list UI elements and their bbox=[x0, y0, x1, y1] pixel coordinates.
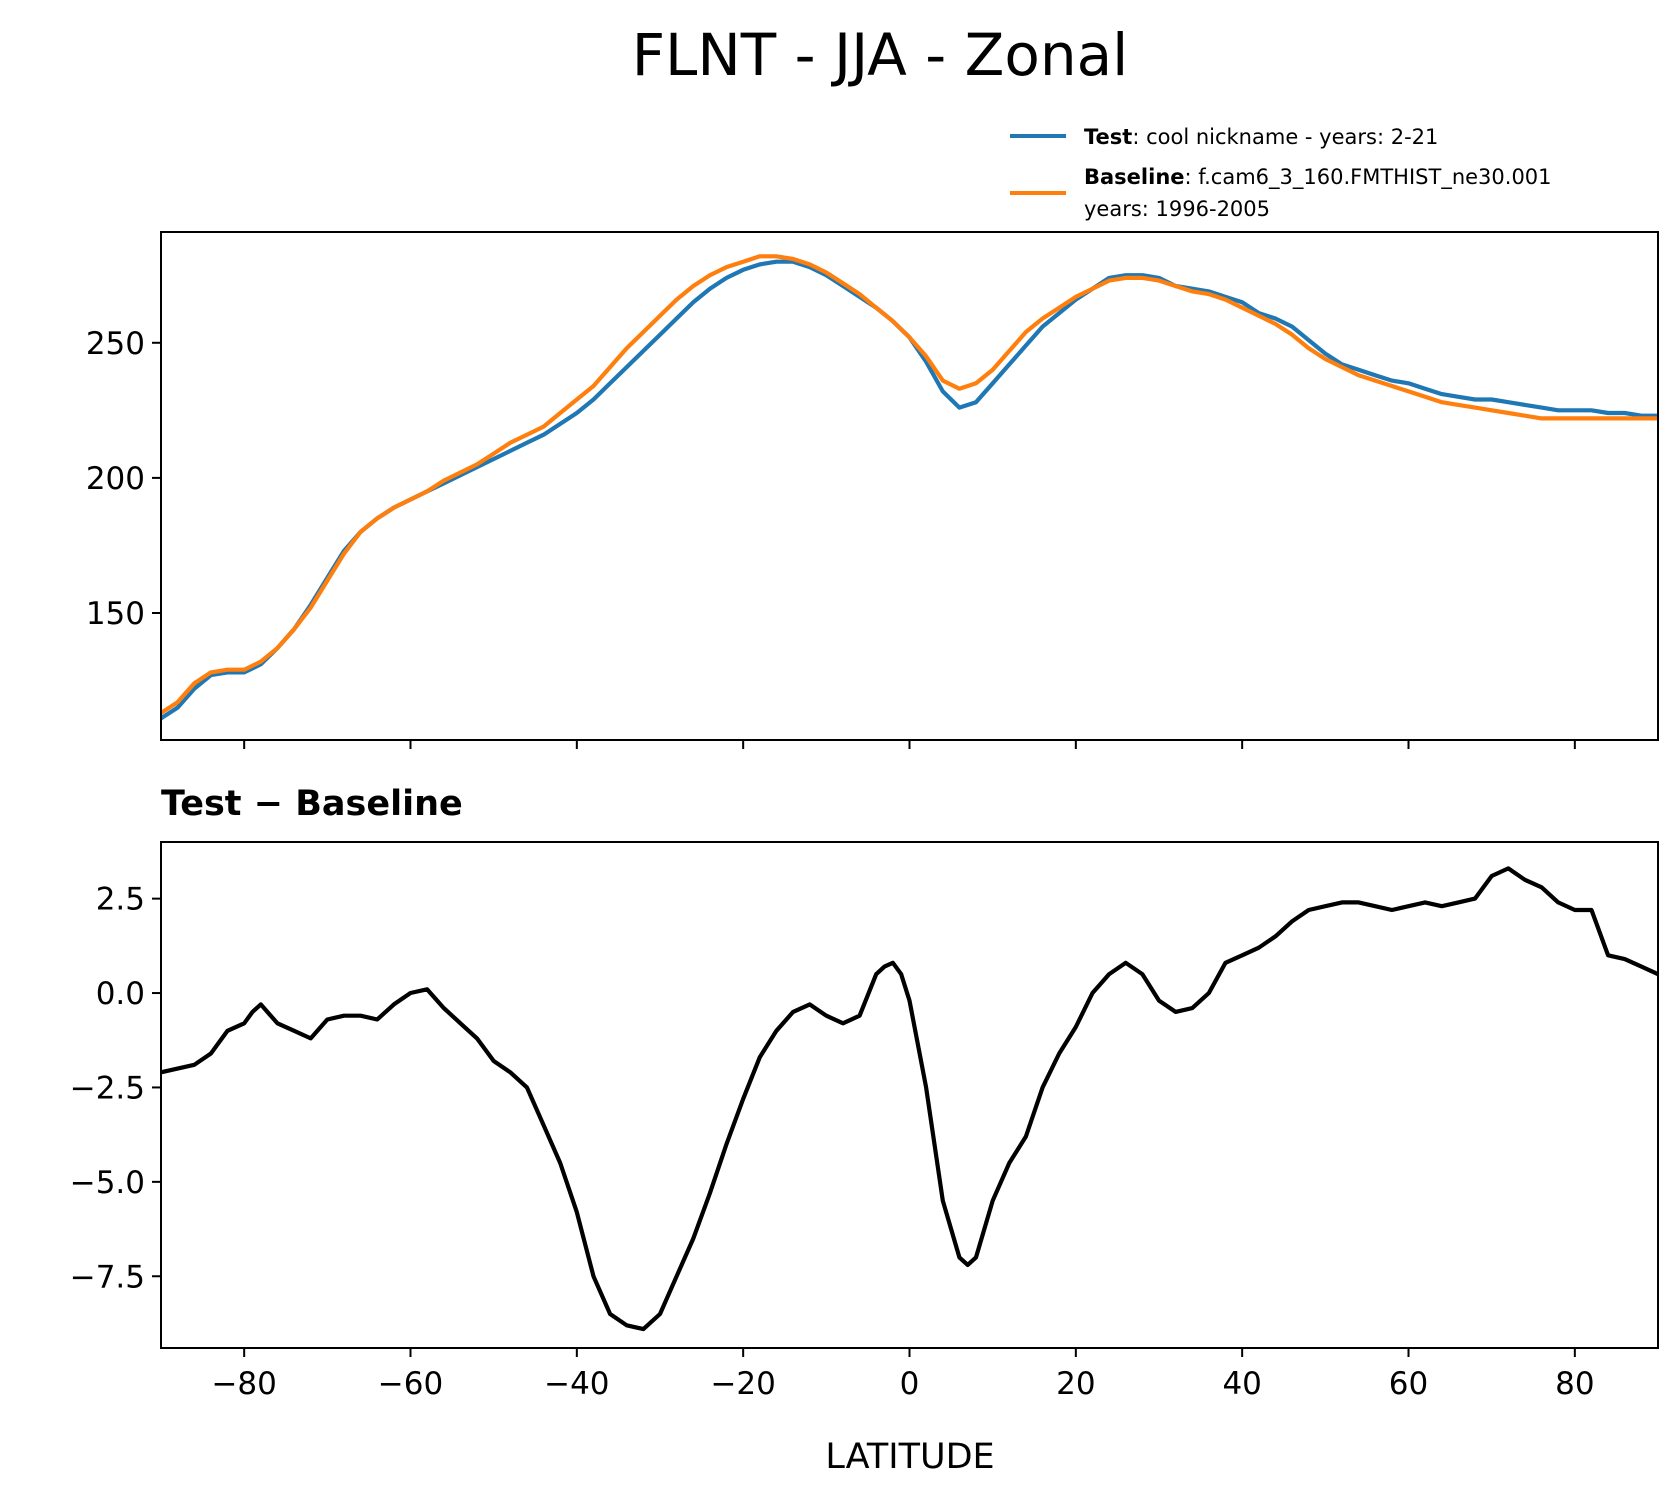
legend-baseline-text-2: years: 1996-2005 bbox=[1084, 197, 1270, 221]
y-tick-label: −5.0 bbox=[70, 1165, 145, 1201]
x-axis-label: LATITUDE bbox=[825, 1437, 994, 1477]
baseline-line bbox=[161, 254, 1658, 715]
legend-test-label: Test bbox=[1084, 125, 1132, 149]
axes-frame bbox=[160, 841, 1659, 1349]
x-tick-label: 0 bbox=[900, 1366, 920, 1402]
axes-frame bbox=[160, 231, 1659, 741]
difference-line bbox=[161, 866, 1658, 1332]
x-tick-label: 20 bbox=[1056, 1366, 1095, 1402]
y-tick-label: 150 bbox=[86, 596, 145, 632]
top-panel: 150 200 250 bbox=[86, 231, 1659, 749]
y-tick-label: 0.0 bbox=[96, 976, 145, 1012]
legend-test-text: : cool nickname - years: 2-21 bbox=[1132, 125, 1438, 149]
legend: Test: cool nickname - years: 2-21 Baseli… bbox=[1010, 125, 1552, 221]
x-tick-label: −40 bbox=[544, 1366, 609, 1402]
legend-baseline-label: Baseline bbox=[1084, 165, 1185, 189]
x-tick-label: 60 bbox=[1389, 1366, 1428, 1402]
legend-test-entry: Test: cool nickname - years: 2-21 bbox=[1084, 125, 1438, 149]
legend-baseline-text: : f.cam6_3_160.FMTHIST_ne30.001 bbox=[1185, 165, 1552, 190]
y-tick-label: 200 bbox=[86, 461, 145, 497]
y-tick-label: −7.5 bbox=[70, 1259, 145, 1295]
x-tick-label: 80 bbox=[1555, 1366, 1594, 1402]
y-tick-label: −2.5 bbox=[70, 1070, 145, 1106]
x-tick-label: −80 bbox=[211, 1366, 276, 1402]
difference-panel: −80 −60 −40 −20 0 20 40 60 80 −7.5 −5.0 −2.5 0.0 2.5 bbox=[70, 841, 1659, 1402]
y-tick-label: 2.5 bbox=[96, 882, 145, 918]
x-tick-label: 40 bbox=[1222, 1366, 1261, 1402]
test-line bbox=[161, 259, 1658, 721]
legend-baseline-entry: Baseline: f.cam6_3_160.FMTHIST_ne30.001 bbox=[1084, 165, 1552, 190]
figure-title: FLNT - JJA - Zonal bbox=[632, 21, 1129, 89]
x-tick-label: −20 bbox=[710, 1366, 775, 1402]
difference-panel-title: Test − Baseline bbox=[161, 784, 463, 824]
x-tick-label: −60 bbox=[378, 1366, 443, 1402]
y-tick-label: 250 bbox=[86, 326, 145, 362]
